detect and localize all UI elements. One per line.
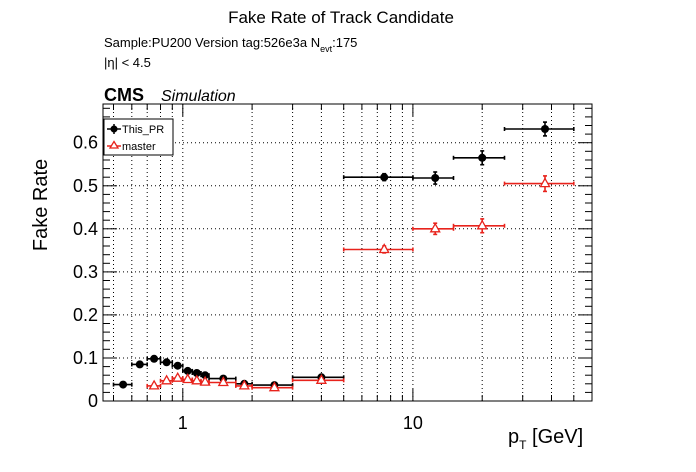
data-point: [251, 381, 294, 392]
data-point: [342, 172, 414, 182]
info-line-1-text: Sample:PU200 Version tag:526e3a N: [104, 35, 320, 50]
legend-box: [103, 118, 174, 156]
point-marker: [119, 380, 128, 389]
data-point: [503, 175, 575, 193]
point-marker: [539, 177, 551, 188]
data-point: [342, 243, 414, 254]
data-point: [146, 379, 162, 390]
data-point: [412, 222, 455, 236]
data-point: [112, 380, 133, 389]
point-marker: [182, 373, 194, 384]
point-marker: [162, 358, 171, 367]
y-tick-label: 0.3: [73, 262, 98, 282]
cms-label: CMS: [104, 85, 144, 105]
data-point: [191, 369, 202, 377]
data-point: [159, 358, 174, 367]
point-marker: [315, 373, 328, 384]
point-marker: [183, 366, 192, 375]
chart-title: Fake Rate of Track Candidate: [228, 8, 454, 27]
point-marker: [429, 222, 441, 233]
data-point: [503, 121, 575, 137]
point-marker: [378, 243, 390, 254]
point-marker: [476, 219, 488, 230]
x-tick-label: 10: [403, 413, 423, 433]
axes: 1 10 0 0.1 0.2 0.3 0.4 0.5 0.6: [73, 103, 593, 433]
data-point: [182, 373, 194, 384]
data-point: [208, 376, 237, 387]
y-tick-label: 0.5: [73, 176, 98, 196]
point-marker: [173, 361, 182, 370]
point-marker: [217, 376, 229, 387]
point-marker: [431, 174, 440, 182]
plot-frame: [102, 103, 593, 402]
y-axis-title: Fake Rate: [30, 159, 52, 251]
point-marker: [135, 360, 144, 369]
y-tick-label: 0: [88, 391, 98, 411]
y-tick-label: 0.6: [73, 133, 98, 153]
legend-this-pr-marker: [110, 125, 118, 133]
info-line-1-subscript: evt: [320, 44, 333, 54]
data-point: [452, 150, 506, 166]
x-axis-title-unit: [GeV]: [526, 426, 583, 448]
data-point: [412, 171, 455, 185]
data-series: [112, 121, 575, 392]
legend: This_PR master: [103, 118, 174, 156]
point-marker: [199, 375, 211, 386]
data-point: [146, 354, 162, 363]
point-marker: [160, 374, 173, 385]
y-tick-label: 0.4: [73, 219, 98, 239]
point-marker: [192, 369, 201, 377]
info-line-1-suffix: :175: [332, 35, 357, 50]
point-marker: [541, 125, 549, 133]
y-tick-label: 0.2: [73, 305, 98, 325]
x-tick-label: 1: [178, 413, 188, 433]
point-marker: [238, 379, 250, 390]
point-marker: [380, 173, 389, 182]
data-point: [131, 360, 148, 369]
data-point: [452, 218, 506, 234]
x-axis-title-main: p: [508, 426, 519, 448]
point-marker: [268, 381, 281, 392]
point-marker: [172, 371, 184, 382]
series-master: [146, 175, 575, 392]
x-axis-title-subscript: T: [519, 438, 527, 452]
legend-master-marker: [108, 140, 120, 149]
x-axis-title: pT [GeV]: [508, 426, 583, 452]
point-marker: [191, 374, 203, 385]
simulation-label: Simulation: [161, 88, 236, 105]
legend-this-pr-label: This_PR: [122, 124, 164, 136]
data-point: [235, 379, 253, 390]
data-point: [159, 374, 174, 385]
point-marker: [478, 153, 487, 162]
data-point: [291, 373, 345, 384]
y-tick-label: 0.1: [73, 348, 98, 368]
info-line-2: |η| < 4.5: [104, 55, 151, 70]
point-marker: [201, 371, 210, 380]
info-line-1: Sample:PU200 Version tag:526e3a Nevt:175: [104, 35, 357, 54]
point-marker: [150, 354, 159, 363]
point-marker: [148, 379, 160, 390]
data-point: [171, 361, 184, 370]
legend-master-label: master: [122, 141, 156, 153]
